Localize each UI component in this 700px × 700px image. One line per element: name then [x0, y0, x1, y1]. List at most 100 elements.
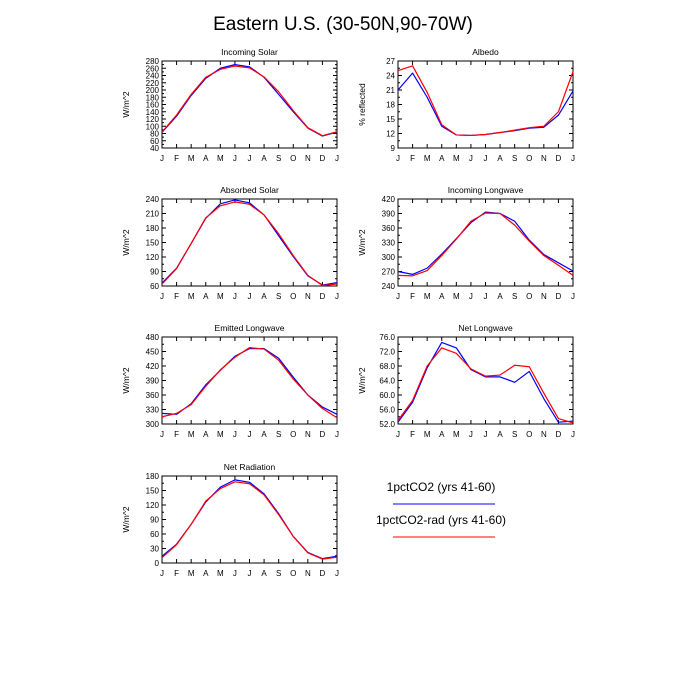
y-tick-label: 0	[155, 559, 160, 568]
x-tick-label: M	[188, 292, 195, 301]
x-tick-label: J	[571, 154, 575, 163]
x-tick-label: M	[217, 154, 224, 163]
x-tick-label: F	[174, 569, 179, 578]
y-tick-label: 150	[146, 239, 160, 248]
plot-frame	[161, 336, 338, 425]
x-tick-label: M	[424, 430, 431, 439]
y-tick-label: 200	[146, 86, 160, 95]
x-tick-label: A	[439, 154, 445, 163]
x-tick-label: J	[571, 430, 575, 439]
x-tick-label: O	[290, 292, 296, 301]
y-tick-label: 30	[150, 545, 159, 554]
y-tick-label: 56.0	[379, 406, 395, 415]
y-tick-label: 260	[146, 64, 160, 73]
x-tick-label: A	[497, 154, 503, 163]
y-tick-label: 300	[146, 420, 160, 429]
x-tick-label: J	[233, 154, 237, 163]
x-tick-label: M	[217, 430, 224, 439]
x-tick-label: O	[290, 569, 296, 578]
legend-label: 1pctCO2-rad (yrs 41-60)	[376, 513, 506, 527]
x-tick-label: J	[571, 292, 575, 301]
x-tick-label: J	[469, 430, 473, 439]
x-tick-label: M	[453, 292, 460, 301]
x-tick-label: A	[261, 430, 267, 439]
x-tick-label: S	[276, 569, 281, 578]
x-tick-label: A	[203, 154, 209, 163]
x-tick-label: J	[396, 430, 400, 439]
x-tick-label: J	[469, 154, 473, 163]
y-tick-label: 9	[391, 144, 396, 153]
y-tick-label: 90	[150, 516, 159, 525]
x-tick-label: N	[541, 292, 547, 301]
x-tick-label: O	[290, 154, 296, 163]
x-tick-label: D	[556, 154, 562, 163]
x-tick-label: J	[469, 292, 473, 301]
panels: Incoming Solar40608010012014016018020022…	[121, 47, 575, 578]
y-tick-label: 390	[382, 210, 396, 219]
y-tick-label: 220	[146, 79, 160, 88]
x-tick-label: J	[335, 292, 339, 301]
y-tick-label: 120	[146, 501, 160, 510]
x-tick-label: M	[424, 292, 431, 301]
y-tick-label: 160	[146, 101, 160, 110]
series-line-0	[161, 64, 338, 137]
panel-title: Albedo	[472, 47, 499, 57]
panel-3: Incoming Longwave 240 270 300 330 360 390 420 J F…	[357, 185, 575, 301]
x-tick-label: M	[188, 154, 195, 163]
x-tick-label: A	[203, 430, 209, 439]
y-tick-label: 120	[146, 115, 160, 124]
panel-title: Absorbed Solar	[220, 185, 279, 195]
x-tick-label: J	[233, 292, 237, 301]
x-tick-label: A	[261, 569, 267, 578]
series-line-1	[161, 347, 338, 419]
y-tick-label: 68.0	[379, 362, 395, 371]
x-tick-label: M	[217, 292, 224, 301]
x-tick-label: D	[556, 430, 562, 439]
y-tick-label: 90	[150, 268, 159, 277]
series-line-0	[397, 341, 574, 423]
x-tick-label: S	[512, 154, 517, 163]
plot-frame	[161, 198, 338, 287]
y-axis-label: % reflected	[357, 83, 367, 126]
x-tick-label: A	[497, 292, 503, 301]
plot-frame	[397, 336, 574, 425]
x-tick-label: A	[439, 292, 445, 301]
x-tick-label: J	[160, 430, 164, 439]
y-tick-label: 330	[146, 406, 160, 415]
y-tick-label: 40	[150, 144, 159, 153]
x-tick-label: F	[174, 154, 179, 163]
series-line-1	[397, 347, 574, 424]
y-tick-label: 52.0	[379, 420, 395, 429]
series-line-0	[161, 479, 338, 560]
legend-label: 1pctCO2 (yrs 41-60)	[387, 480, 496, 494]
y-tick-label: 60	[150, 282, 159, 291]
x-tick-label: S	[512, 430, 517, 439]
x-tick-label: J	[484, 292, 488, 301]
y-tick-label: 60	[150, 137, 159, 146]
series-line-1	[161, 201, 338, 287]
x-tick-label: O	[290, 430, 296, 439]
x-tick-label: A	[439, 430, 445, 439]
panel-title: Incoming Longwave	[448, 185, 524, 195]
y-tick-label: 330	[382, 239, 396, 248]
y-tick-label: 64.0	[379, 377, 395, 386]
x-tick-label: D	[556, 292, 562, 301]
y-tick-label: 240	[146, 195, 160, 204]
x-tick-label: J	[248, 154, 252, 163]
y-tick-label: 280	[146, 57, 160, 66]
y-tick-label: 15	[386, 115, 395, 124]
x-tick-label: A	[261, 292, 267, 301]
x-tick-label: M	[453, 154, 460, 163]
x-tick-label: J	[335, 154, 339, 163]
x-tick-label: M	[217, 569, 224, 578]
series-line-1	[161, 481, 338, 560]
x-tick-label: F	[174, 430, 179, 439]
y-tick-label: 300	[382, 253, 396, 262]
y-tick-label: 210	[146, 210, 160, 219]
y-tick-label: 420	[146, 362, 160, 371]
x-tick-label: M	[424, 154, 431, 163]
